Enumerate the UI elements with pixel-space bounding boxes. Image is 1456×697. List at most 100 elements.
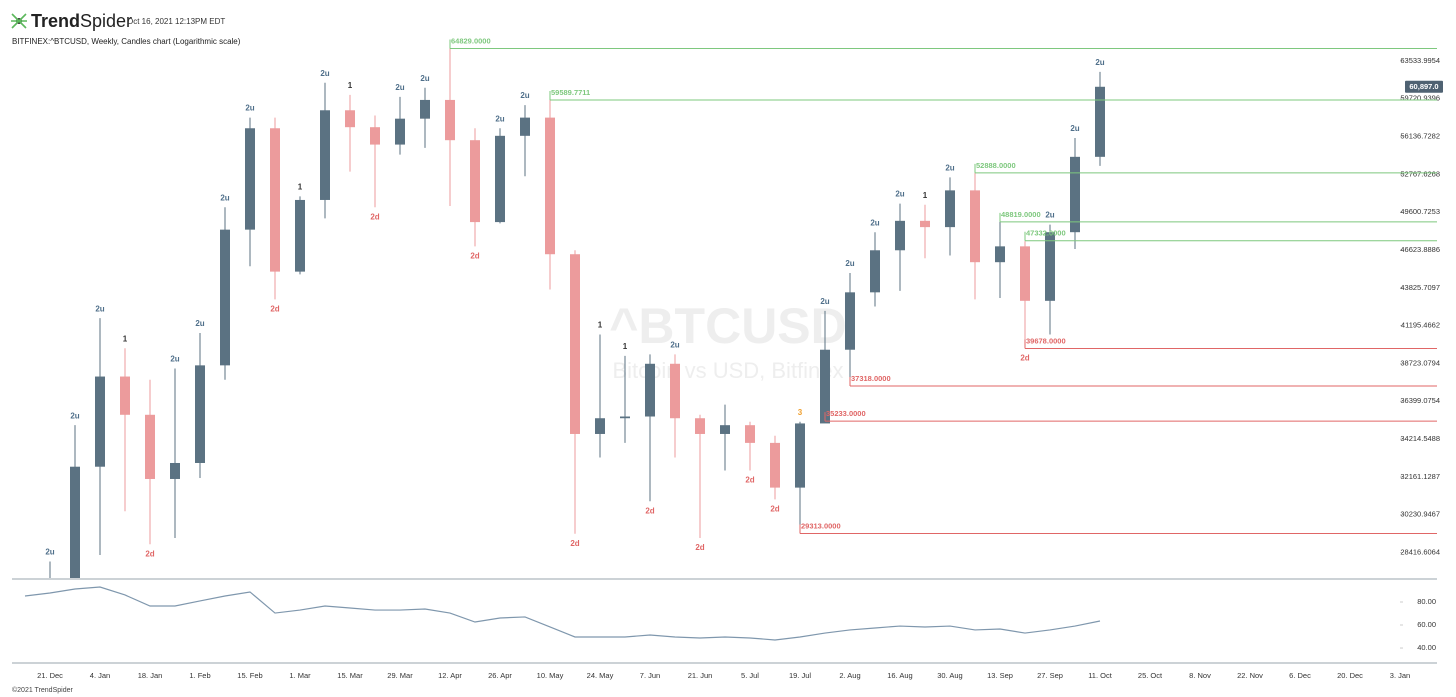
candle-tag: 2d <box>370 212 379 221</box>
x-tick-label: 12. Apr <box>438 671 462 680</box>
y-tick-label: 36399.0754 <box>1400 396 1440 405</box>
candle-body <box>1020 246 1030 301</box>
candle-tag: 1 <box>598 321 603 330</box>
candle-body <box>370 127 380 145</box>
y-tick-label: 38723.0794 <box>1400 358 1440 367</box>
candle-body <box>1070 156 1080 233</box>
x-tick-label: 22. Nov <box>1237 671 1263 680</box>
y-tick-label: 28416.6064 <box>1400 547 1440 556</box>
candle-body <box>1095 86 1105 157</box>
brand: TrendSpider <box>31 11 132 31</box>
y-tick-label: 49600.7253 <box>1400 207 1440 216</box>
candle-tag: 3 <box>798 408 803 417</box>
candle-tag: 2d <box>470 251 479 260</box>
level-label: 64829.0000 <box>451 37 491 46</box>
candle-body <box>595 418 605 434</box>
candle-tag: 2d <box>1020 354 1029 363</box>
x-tick-label: 30. Aug <box>937 671 962 680</box>
x-tick-label: 15. Feb <box>237 671 262 680</box>
candle-body <box>970 190 980 263</box>
candle-tag: 2u <box>945 164 954 173</box>
chart-subtitle: BITFINEX:^BTCUSD, Weekly, Candles chart … <box>12 37 241 46</box>
candle-tag: 2u <box>870 218 879 227</box>
candle-tag: 2u <box>1070 124 1079 133</box>
candle-tag: 2u <box>895 190 904 199</box>
x-tick-label: 27. Sep <box>1037 671 1063 680</box>
x-tick-label: 10. May <box>537 671 564 680</box>
x-tick-label: 13. Sep <box>987 671 1013 680</box>
logo-legs <box>11 13 27 29</box>
y-tick-label: 34214.5488 <box>1400 434 1440 443</box>
last-price-box <box>1405 80 1443 93</box>
candle-tag: 2u <box>1045 211 1054 220</box>
candle-tag: 2d <box>745 476 754 485</box>
x-tick-label: 21. Jun <box>688 671 713 680</box>
candle-tag: 2u <box>495 114 504 123</box>
candle-body <box>320 110 330 200</box>
candle-body <box>195 365 205 463</box>
level-label: 59589.7711 <box>551 88 590 97</box>
logo: TrendSpider <box>11 11 132 31</box>
candle-tag: 1 <box>923 191 928 200</box>
candle-tag: 2u <box>45 548 54 557</box>
candle-body <box>270 128 280 272</box>
candle-body <box>1045 232 1055 301</box>
candle-body <box>570 254 580 434</box>
level-label: 48819.0000 <box>1001 210 1041 219</box>
candle-tag: 1 <box>623 342 628 351</box>
x-tick-label: 19. Jul <box>789 671 811 680</box>
candle-body <box>870 250 880 293</box>
candle-tag: 2u <box>320 69 329 78</box>
candle-tag: 1 <box>123 334 128 343</box>
candle-tag: 2u <box>845 259 854 268</box>
candle-body <box>295 199 305 272</box>
candle-body <box>545 117 555 255</box>
candle-tag: 2u <box>245 104 254 113</box>
candle-tag: 2d <box>270 305 279 314</box>
x-tick-label: 25. Oct <box>1138 671 1163 680</box>
candle-tag: 2d <box>570 539 579 548</box>
x-tick-label: 11. Oct <box>1088 671 1113 680</box>
candle-body <box>420 99 430 119</box>
candle-body <box>695 418 705 434</box>
candle-body <box>520 117 530 136</box>
candle-body <box>395 118 405 145</box>
watermark: ^BTCUSD Bitcoin vs USD, Bitfinex <box>609 298 847 383</box>
candle-tag: 2u <box>1095 58 1104 67</box>
level-label: 39678.0000 <box>1026 337 1066 346</box>
candle-body <box>720 425 730 434</box>
x-tick-label: 1. Mar <box>289 671 311 680</box>
candle-tag: 2d <box>695 543 704 552</box>
candle-tag: 2u <box>670 340 679 349</box>
y-tick-label: 63533.9954 <box>1400 56 1440 65</box>
candle-body <box>645 363 655 417</box>
x-tick-label: 8. Nov <box>1189 671 1211 680</box>
candle-tag: 2u <box>170 355 179 364</box>
candle-body <box>795 423 805 488</box>
brand-bold: Trend <box>31 11 80 31</box>
level-label: 37318.0000 <box>851 374 891 383</box>
candle-tag: 2u <box>520 91 529 100</box>
x-tick-label: 21. Dec <box>37 671 63 680</box>
y-tick-label: 80.00 <box>1417 597 1436 606</box>
candle-body <box>895 220 905 251</box>
x-tick-label: 16. Aug <box>887 671 912 680</box>
level-label: 35233.0000 <box>826 409 866 418</box>
candle-body <box>345 110 355 128</box>
candle-body <box>70 466 80 578</box>
candle-body <box>95 376 105 467</box>
candle-body <box>220 229 230 366</box>
candle-body <box>145 414 155 479</box>
level-label: 29313.0000 <box>801 522 841 531</box>
y-tick-label: 52767.6268 <box>1400 169 1440 178</box>
candle-body <box>620 416 630 419</box>
candle-body <box>820 349 830 424</box>
candle-tag: 2u <box>95 304 104 313</box>
x-tick-label: 2. Aug <box>839 671 860 680</box>
candle-body <box>845 292 855 350</box>
x-tick-label: 4. Jan <box>90 671 110 680</box>
candle-body <box>470 140 480 223</box>
y-tick-label: 46623.8886 <box>1400 245 1440 254</box>
